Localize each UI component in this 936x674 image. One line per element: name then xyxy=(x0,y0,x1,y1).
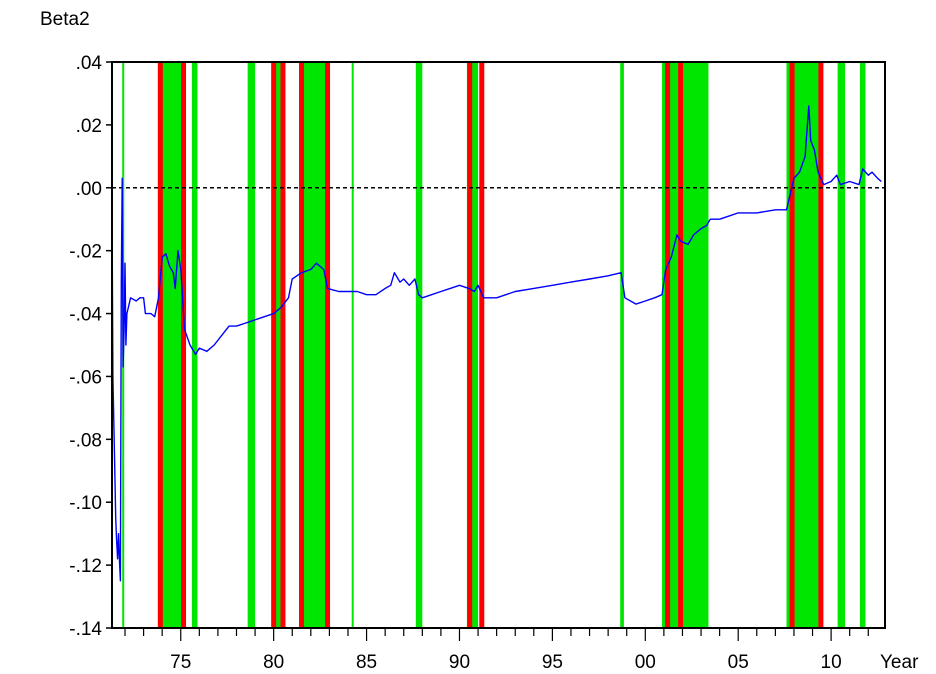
red-marker-0 xyxy=(157,62,163,628)
x-axis: 75 80 85 90 95 00 05 10 xyxy=(124,628,869,673)
y-tick-label-4: -.04 xyxy=(69,305,102,326)
y-axis: .04 .02 .00 -.02 -.04 -.06 -.08 -.10 -.12 -.14 xyxy=(69,53,112,640)
series-line-0 xyxy=(111,105,882,582)
red-marker-4 xyxy=(299,62,305,628)
x-tick-label-7: 10 xyxy=(821,652,842,673)
y-tick-label-7: -.10 xyxy=(69,493,102,514)
y-tick-label-0: .04 xyxy=(76,53,103,74)
green-band-6 xyxy=(351,62,354,628)
red-marker-1 xyxy=(181,62,187,628)
recession-bands xyxy=(122,62,866,628)
green-band-3 xyxy=(247,62,256,628)
green-band-2 xyxy=(191,62,198,628)
x-tick-label-5: 00 xyxy=(635,652,656,673)
red-marker-2 xyxy=(271,62,277,628)
plot-frame xyxy=(111,61,886,629)
y-tick-label-8: -.12 xyxy=(69,556,102,577)
series-layer xyxy=(111,105,882,582)
y-tick-label-1: .02 xyxy=(76,116,102,137)
red-marker-11 xyxy=(818,62,824,628)
red-marker-10 xyxy=(789,62,795,628)
y-tick-label-9: -.14 xyxy=(69,619,102,640)
green-band-1 xyxy=(161,62,184,628)
y-tick-label-6: -.08 xyxy=(69,430,102,451)
x-tick-label-4: 95 xyxy=(542,652,563,673)
red-marker-9 xyxy=(678,62,684,628)
x-tick-label-2: 85 xyxy=(356,652,377,673)
red-marker-7 xyxy=(479,62,485,628)
y-tick-label-3: -.02 xyxy=(69,242,102,263)
red-markers xyxy=(157,62,824,628)
red-marker-6 xyxy=(467,62,473,628)
chart-title: Beta2 xyxy=(40,9,90,30)
x-tick-label-1: 80 xyxy=(263,652,284,673)
x-tick-label-3: 90 xyxy=(449,652,470,673)
y-tick-label-5: -.06 xyxy=(69,367,102,388)
green-band-7 xyxy=(415,62,423,628)
green-band-13 xyxy=(859,62,866,628)
red-marker-5 xyxy=(325,62,331,628)
x-axis-label: Year xyxy=(880,652,919,673)
green-band-8 xyxy=(466,62,479,628)
x-tick-label-0: 75 xyxy=(170,652,191,673)
green-band-9 xyxy=(620,62,624,628)
x-tick-label-6: 05 xyxy=(728,652,749,673)
red-marker-3 xyxy=(280,62,286,628)
green-band-12 xyxy=(837,62,846,628)
red-marker-8 xyxy=(665,62,671,628)
y-tick-label-2: .00 xyxy=(76,179,102,200)
green-band-4 xyxy=(271,62,283,628)
